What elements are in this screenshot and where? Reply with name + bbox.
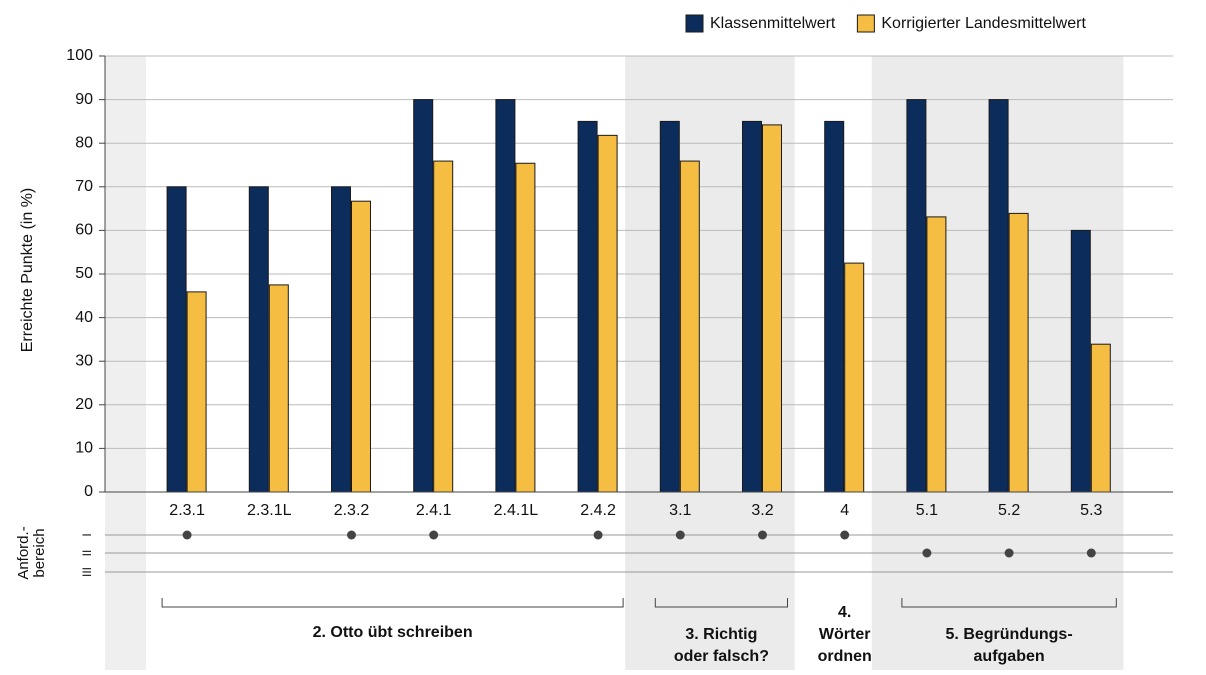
x-tick-label: 5.2 — [998, 502, 1020, 519]
bar — [433, 160, 454, 493]
y-tick-label: 0 — [84, 483, 93, 500]
x-tick-label: 2.3.1 — [169, 502, 205, 519]
x-tick-label: 2.4.2 — [580, 502, 616, 519]
bar — [824, 120, 845, 493]
legend-label: Korrigierter Landesmittelwert — [881, 15, 1086, 32]
requirement-row-label: II — [80, 550, 94, 557]
bar — [679, 160, 700, 493]
requirement-dot — [1086, 548, 1096, 558]
group-label: 3. Richtig — [685, 626, 757, 643]
panel — [105, 56, 146, 670]
y-tick-label: 80 — [75, 134, 93, 151]
requirement-dot — [593, 530, 603, 540]
legend-label: Klassenmittelwert — [710, 15, 836, 32]
group-bracket — [654, 598, 788, 608]
x-tick-label: 2.4.1 — [416, 502, 452, 519]
y-tick-label: 30 — [75, 352, 93, 369]
y-tick-label: 60 — [75, 222, 93, 239]
y-tick-label: 100 — [66, 47, 93, 64]
bar — [1070, 229, 1091, 493]
requirement-dot — [429, 530, 439, 540]
requirement-row-label: III — [80, 567, 94, 577]
requirement-dot — [758, 530, 767, 540]
legend-swatch — [856, 14, 875, 33]
bar — [988, 99, 1009, 493]
group-bracket — [161, 598, 624, 608]
bar — [351, 200, 371, 493]
bar — [515, 162, 536, 493]
x-tick-label: 5.3 — [1080, 502, 1102, 519]
x-tick-label: 2.3.2 — [334, 502, 370, 519]
bar — [762, 124, 782, 493]
bar — [166, 186, 187, 493]
bar — [844, 262, 865, 493]
group-label: aufgaben — [974, 648, 1045, 665]
bar — [1090, 343, 1111, 493]
requirement-dot — [675, 530, 685, 540]
requirement-dot — [182, 530, 192, 540]
legend-swatch — [685, 14, 704, 33]
requirement-axis-label: Anford.- — [15, 526, 32, 579]
y-tick-label: 70 — [75, 178, 93, 195]
bar — [331, 186, 351, 493]
requirement-row-label: I — [80, 533, 94, 536]
group-label: 5. Begründungs- — [946, 626, 1073, 643]
y-tick-label: 90 — [75, 91, 93, 108]
group-label: ordnen — [818, 648, 872, 665]
requirement-dot — [347, 530, 356, 540]
bar — [742, 120, 762, 493]
group-label: oder falsch? — [674, 648, 769, 665]
y-axis-label: Erreichte Punkte (in %) — [19, 188, 36, 353]
x-tick-label: 2.4.1L — [494, 502, 539, 519]
bar — [413, 99, 434, 493]
x-tick-label: 2.3.1L — [247, 502, 292, 519]
bar — [659, 120, 680, 493]
group-label: Wörter — [819, 626, 871, 643]
requirement-dot — [840, 530, 850, 540]
bar — [186, 291, 207, 493]
y-tick-label: 50 — [75, 265, 93, 282]
bar — [926, 216, 947, 493]
bar — [1008, 212, 1029, 493]
bar — [248, 186, 269, 493]
x-tick-label: 4 — [840, 502, 849, 519]
bar — [597, 134, 618, 493]
y-tick-label: 40 — [75, 309, 93, 326]
bar — [495, 99, 516, 493]
y-tick-label: 10 — [75, 440, 93, 457]
x-tick-label: 3.1 — [669, 502, 691, 519]
group-bracket — [901, 598, 1117, 608]
bar — [577, 120, 598, 493]
requirement-dot — [922, 548, 932, 558]
group-label: 2. Otto übt schreiben — [313, 624, 473, 641]
requirement-axis-label: bereich — [31, 528, 48, 577]
x-tick-label: 3.2 — [751, 502, 773, 519]
bar — [906, 99, 927, 493]
y-tick-label: 20 — [75, 396, 93, 413]
requirement-dot — [1004, 548, 1014, 558]
group-label: 4. — [838, 604, 851, 621]
bar — [268, 284, 289, 493]
x-tick-label: 5.1 — [916, 502, 938, 519]
